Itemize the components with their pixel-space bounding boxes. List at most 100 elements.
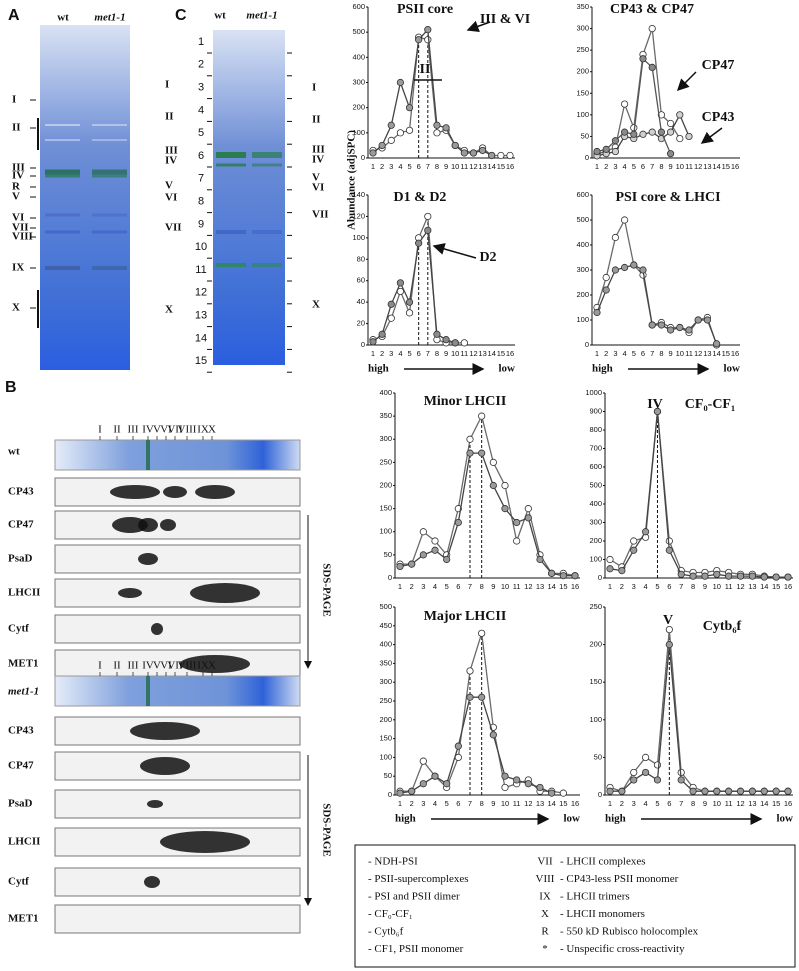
strip-numeral: IX <box>197 660 209 672</box>
blot-strip <box>54 649 301 679</box>
band-label: V <box>165 180 173 192</box>
annotation: II <box>420 62 431 77</box>
x-tick-label: 9 <box>669 162 673 171</box>
data-point <box>630 537 638 545</box>
band-label: VI <box>12 212 24 224</box>
blot-band <box>140 757 190 775</box>
x-tick-label: 4 <box>433 582 437 591</box>
ladder-label: 5 <box>198 127 204 139</box>
gel-band <box>92 169 127 175</box>
y-tick-label: 250 <box>379 457 392 466</box>
x-tick-label: 16 <box>506 162 514 171</box>
data-point <box>431 772 439 780</box>
x-tick-label: 9 <box>444 162 448 171</box>
data-point <box>713 570 721 578</box>
strip-numeral: I <box>98 660 102 672</box>
x-tick-label: 12 <box>469 162 477 171</box>
data-point <box>405 126 414 134</box>
band-label: I <box>312 82 316 94</box>
blot-row-label: CP47 <box>8 519 34 531</box>
band-label: IV <box>12 170 24 182</box>
data-point <box>501 505 509 513</box>
data-point <box>478 146 487 155</box>
data-point <box>451 339 459 347</box>
data-point <box>424 226 432 234</box>
chart-title: Minor LHCII <box>424 394 507 409</box>
data-point <box>506 151 514 160</box>
legend-key: VIII <box>536 873 555 885</box>
x-tick-label: 4 <box>644 582 648 591</box>
ladder-label: 4 <box>198 104 204 116</box>
x-tick-label: 4 <box>623 349 627 358</box>
x-tick-label: 5 <box>445 799 449 808</box>
blot-band <box>163 486 187 498</box>
data-point <box>648 63 656 72</box>
x-tick-label: 14 <box>488 162 496 171</box>
y-tick-label: 450 <box>379 621 392 630</box>
data-point <box>378 141 386 150</box>
series-line <box>596 28 681 155</box>
band-label: III <box>165 145 178 157</box>
data-point <box>442 336 450 344</box>
ladder-label: 7 <box>198 173 204 185</box>
gel-band <box>92 213 127 217</box>
data-point <box>460 339 468 347</box>
band-label: R <box>12 181 21 193</box>
strip-numeral: IX <box>197 424 209 436</box>
x-tick-label: 16 <box>784 582 792 591</box>
x-tick-label: 13 <box>703 349 711 358</box>
x-tick-label: 3 <box>389 162 393 171</box>
data-point <box>653 761 662 769</box>
data-point <box>497 151 505 160</box>
band-label: I <box>165 79 169 91</box>
data-point <box>648 128 656 136</box>
x-tick-label: 15 <box>722 349 730 358</box>
gel-strip <box>54 439 301 471</box>
data-point <box>396 562 404 571</box>
x-tick-label: 1 <box>608 582 612 591</box>
data-point <box>424 212 432 221</box>
x-tick-label: 9 <box>444 349 448 358</box>
legend-item: - Unspecific cross-reactivity <box>560 943 685 955</box>
x-tick-label: 11 <box>685 162 693 171</box>
band-label: X <box>165 304 173 316</box>
strip-numeral: V <box>153 424 161 436</box>
x-tick-label: 1 <box>398 582 402 591</box>
data-point <box>653 407 662 416</box>
data-point <box>620 100 629 108</box>
chart-title: PSII core <box>397 2 453 17</box>
y-tick-label: 900 <box>589 406 602 415</box>
x-tick-label: 7 <box>650 349 654 358</box>
legend-key: X <box>541 908 549 920</box>
gel-band <box>252 163 282 167</box>
x-tick-label: 3 <box>421 799 425 808</box>
legend-item: - CP43-less PSII monomer <box>560 873 679 885</box>
data-point <box>443 780 451 788</box>
data-point <box>454 742 462 750</box>
blot-row-label: PsaD <box>8 798 33 810</box>
annotation: V <box>663 613 673 628</box>
y-tick-label: 500 <box>576 215 589 224</box>
blot-band <box>160 519 176 531</box>
data-point <box>501 772 509 780</box>
annotation: III & VI <box>480 12 530 27</box>
y-tick-label: 0 <box>585 340 589 349</box>
y-tick-label: 150 <box>589 677 602 686</box>
ladder-label: 10 <box>195 241 207 253</box>
y-tick-label: 50 <box>384 550 392 559</box>
x-tick-label: 14 <box>760 582 768 591</box>
legend-key: R <box>541 926 549 938</box>
y-tick-label: 200 <box>576 290 589 299</box>
data-point <box>712 340 721 348</box>
data-point <box>760 787 768 795</box>
y-tick-label: 20 <box>357 319 365 328</box>
x-tick-label: 1 <box>398 799 402 808</box>
y-tick-label: 400 <box>576 240 589 249</box>
gel-image <box>213 30 285 365</box>
annotation: CP43 <box>702 110 735 125</box>
y-tick-label: 50 <box>384 771 392 780</box>
data-point <box>478 629 486 637</box>
panel-label: C <box>175 7 187 24</box>
legend-item: - NDH-PSI <box>368 856 418 868</box>
x-tick-label: 8 <box>659 349 663 358</box>
